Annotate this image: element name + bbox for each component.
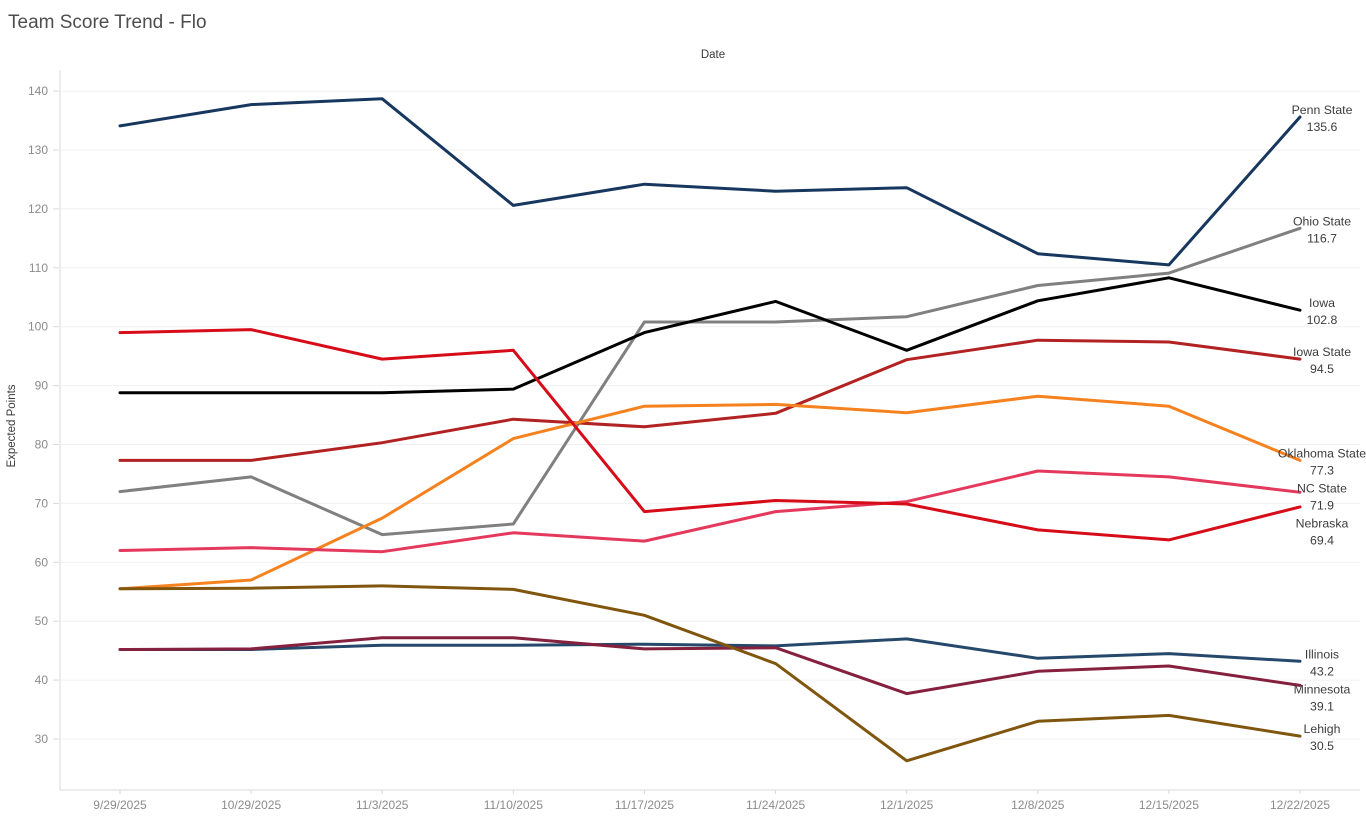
y-tick-label: 60 [35, 555, 49, 569]
y-tick-label: 140 [28, 84, 48, 98]
x-tick-label: 12/22/2025 [1270, 798, 1330, 812]
series-end-label-minnesota: Minnesota 39.1 [1294, 682, 1351, 713]
x-tick-label: 11/10/2025 [484, 798, 543, 812]
series-line-penn-state[interactable] [118, 97, 1302, 267]
series-line-illinois[interactable] [118, 637, 1302, 663]
series-line-ohio-state[interactable] [118, 226, 1302, 537]
axis-layer: 30 40 50 60 70 80 90 100 110 120 130 140 9/29/2025 10… [28, 70, 1360, 812]
series-value-label: 30.5 [1310, 739, 1334, 753]
y-tick-label: 130 [28, 143, 48, 157]
series-end-label-nebraska: Nebraska 69.4 [1296, 516, 1349, 547]
x-tick-label: 9/29/2025 [93, 798, 147, 812]
series-name-label: Lehigh [1304, 722, 1341, 736]
x-tick-label: 11/24/2025 [746, 798, 805, 812]
series-line-lehigh[interactable] [118, 584, 1302, 763]
x-axis-title: Date [701, 49, 725, 61]
series-name-label: Ohio State [1293, 214, 1351, 228]
series-line-iowa-state[interactable] [118, 338, 1302, 462]
series-name-label: Illinois [1305, 647, 1339, 661]
series-line-oklahoma-state[interactable] [118, 394, 1302, 591]
chart-title: Team Score Trend - Flo [8, 12, 207, 33]
series-value-label: 102.8 [1307, 313, 1338, 327]
y-tick-label: 120 [28, 202, 48, 216]
y-tick-label: 90 [35, 379, 49, 393]
y-tick-label: 50 [35, 614, 49, 628]
y-tick-label: 80 [35, 438, 49, 452]
series-line-nebraska[interactable] [118, 328, 1302, 542]
series-end-label-lehigh: Lehigh 30.5 [1304, 722, 1341, 753]
y-tick-label: 40 [35, 673, 49, 687]
x-tick-label: 11/17/2025 [615, 798, 674, 812]
series-end-label-iowa-state: Iowa State 94.5 [1293, 345, 1351, 376]
series-value-label: 43.2 [1310, 664, 1334, 678]
y-axis-title: Expected Points [6, 384, 18, 467]
series-end-label-penn-state: Penn State 135.6 [1292, 103, 1353, 134]
series-name-label: NC State [1297, 481, 1347, 495]
grid-layer [60, 90, 1360, 740]
series-value-label: 94.5 [1310, 362, 1334, 376]
series-value-label: 77.3 [1310, 463, 1334, 477]
x-tick-label: 11/3/2025 [356, 798, 409, 812]
x-tick-label: 12/15/2025 [1139, 798, 1199, 812]
series-end-label-nc-state: NC State 71.9 [1297, 481, 1347, 512]
series-value-label: 135.6 [1307, 120, 1338, 134]
series-name-label: Penn State [1292, 103, 1353, 117]
series-name-label: Nebraska [1296, 516, 1349, 530]
y-tick-label: 70 [35, 496, 49, 510]
x-tick-label: 12/8/2025 [1011, 798, 1065, 812]
series-value-label: 116.7 [1307, 231, 1337, 245]
y-tick-label: 100 [28, 320, 48, 334]
series-line-nc-state[interactable] [118, 469, 1302, 554]
series-name-label: Oklahoma State [1278, 446, 1366, 460]
series-end-label-oklahoma-state: Oklahoma State 77.3 [1278, 446, 1366, 477]
series-value-label: 71.9 [1310, 498, 1334, 512]
series-line-iowa[interactable] [118, 276, 1302, 395]
x-tick-label: 10/29/2025 [221, 798, 281, 812]
series-layer [118, 97, 1302, 763]
series-end-label-iowa: Iowa 102.8 [1307, 296, 1338, 327]
series-end-label-illinois: Illinois 43.2 [1305, 647, 1339, 678]
y-tick-label: 30 [35, 732, 49, 746]
series-end-label-ohio-state: Ohio State 116.7 [1293, 214, 1351, 245]
series-value-label: 69.4 [1310, 533, 1334, 547]
series-line-minnesota[interactable] [118, 636, 1302, 696]
x-tick-label: 12/1/2025 [880, 798, 934, 812]
y-tick-label: 110 [29, 261, 48, 275]
series-name-label: Iowa [1309, 296, 1335, 310]
series-value-label: 39.1 [1310, 699, 1334, 713]
series-name-label: Minnesota [1294, 682, 1351, 696]
series-name-label: Iowa State [1293, 345, 1351, 359]
